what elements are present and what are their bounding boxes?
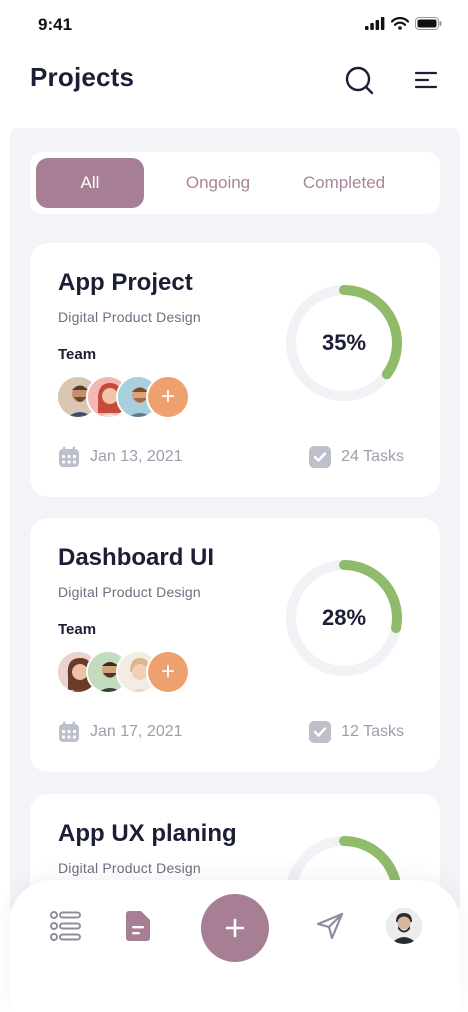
checkbox-icon [309,446,332,468]
project-title: App UX planing [58,820,237,847]
calendar-icon [59,721,79,742]
progress-label: 35% [321,330,367,355]
project-title: App Project [58,269,193,296]
progress-ring [286,560,402,676]
project-title: Dashboard UI [58,544,215,571]
add-project-button[interactable] [201,894,269,962]
project-tasks: 12 Tasks [309,721,404,743]
nav-list-button[interactable] [48,908,84,944]
profile-avatar[interactable] [386,908,422,944]
project-card[interactable]: Dashboard UI Digital Product Design Team… [30,518,440,772]
filter-tabs: All Ongoing Completed [30,152,440,214]
tab-all[interactable]: All [36,158,144,208]
project-date: Jan 17, 2021 [58,721,183,743]
send-icon [316,912,344,940]
search-button[interactable] [343,64,375,96]
project-tasks: 24 Tasks [309,446,404,468]
project-date: Jan 13, 2021 [58,446,183,468]
signal-icon [365,17,385,30]
tab-ongoing[interactable]: Ongoing [185,173,251,192]
team-label: Team [58,346,97,363]
status-bar: 9:41 [0,0,468,50]
date-text: Jan 13, 2021 [90,448,183,465]
date-text: Jan 17, 2021 [90,723,183,740]
plus-icon [225,918,245,938]
menu-button[interactable] [410,64,442,96]
tab-completed[interactable]: Completed [302,173,386,192]
projects-content: All Ongoing Completed App Project Digita… [10,128,460,908]
team-avatars: + [56,375,236,421]
team-label: Team [58,621,97,638]
list-icon [50,911,81,941]
document-icon [126,911,150,941]
search-icon [345,66,374,95]
progress-label: 28% [321,605,367,630]
wifi-icon [391,17,409,30]
tasks-text: 24 Tasks [341,448,404,465]
checkbox-icon [309,721,332,743]
status-icons [365,17,442,30]
bottom-nav [10,880,460,1012]
team-avatars: + [56,650,236,696]
progress-ring [286,285,402,401]
project-subtitle: Digital Product Design [58,860,201,876]
status-time: 9:41 [38,15,73,34]
project-subtitle: Digital Product Design [58,584,201,600]
project-card[interactable]: App Project Digital Product Design Team … [30,243,440,497]
header: Projects [0,50,468,130]
progress-arc [286,285,402,401]
add-member-button[interactable]: + [146,650,190,694]
page-title: Projects [30,62,135,92]
progress-arc [286,560,402,676]
project-subtitle: Digital Product Design [58,309,201,325]
calendar-icon [59,446,79,467]
menu-icon [414,71,438,89]
tasks-text: 12 Tasks [341,723,404,740]
nav-send-button[interactable] [312,908,348,944]
add-member-button[interactable]: + [146,375,190,419]
nav-document-button[interactable] [120,908,156,944]
battery-icon [415,17,442,30]
